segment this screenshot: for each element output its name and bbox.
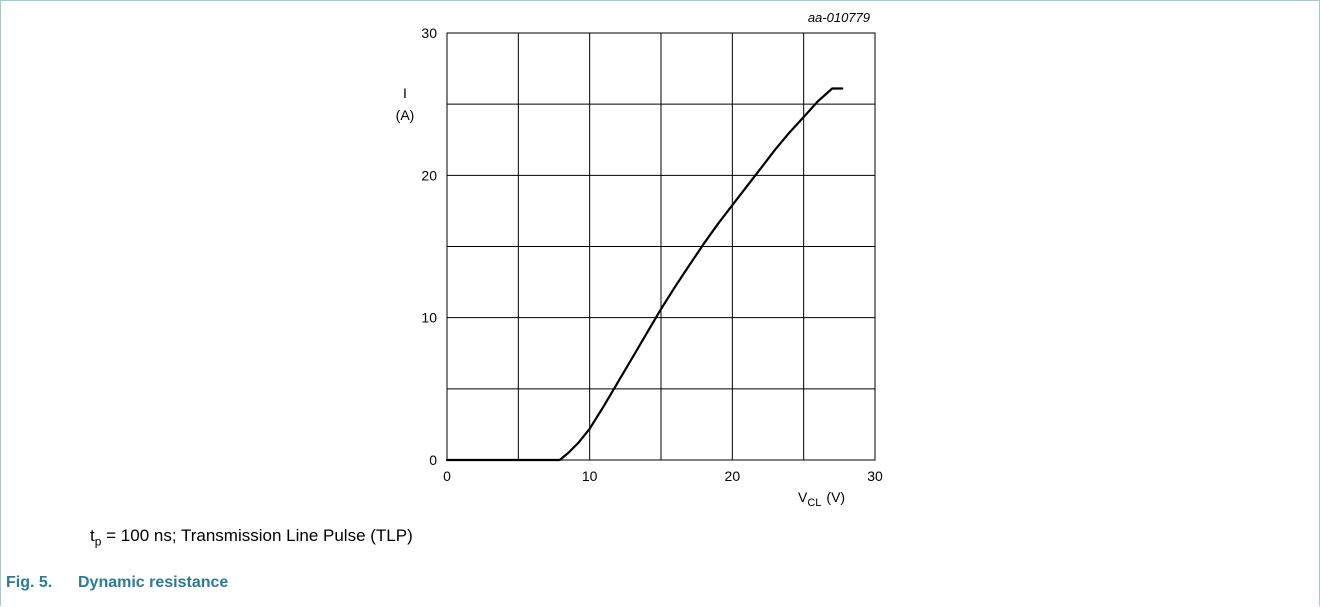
- figure-title-text: Dynamic resistance: [78, 574, 229, 591]
- caption-t: t: [90, 526, 95, 545]
- y-tick-label: 10: [421, 310, 437, 326]
- x-axis-label: VCL (V): [798, 489, 845, 509]
- y-axis-unit: (A): [396, 107, 415, 123]
- x-axis-label-sub: CL: [807, 497, 821, 509]
- x-axis-label-unit: (V): [826, 489, 845, 505]
- x-axis-label-main: V: [798, 489, 808, 505]
- caption-note: tp = 100 ns; Transmission Line Pulse (TL…: [90, 526, 413, 548]
- y-tick-label: 20: [421, 167, 437, 183]
- caption-t-sub: p: [94, 534, 102, 549]
- code-label: aa-010779: [808, 10, 870, 25]
- figure-number: Fig. 5.: [6, 574, 53, 591]
- y-tick-label: 0: [429, 452, 437, 468]
- y-tick-label: 30: [421, 25, 437, 41]
- figure-title: Fig. 5. Dynamic resistance: [6, 574, 228, 592]
- x-tick-label: 0: [443, 468, 451, 484]
- tick-labels: 0 10 20 30 0 10 20 30: [421, 25, 883, 484]
- x-tick-label: 20: [725, 468, 741, 484]
- grid: [447, 33, 875, 460]
- chart: 0 10 20 30 0 10 20 30 aa-010779 I (A) VCL (V): [396, 10, 883, 509]
- plot-frame: [446, 32, 876, 461]
- series-line: [445, 87, 844, 462]
- x-tick-label: 10: [582, 468, 598, 484]
- caption-text: = 100 ns; Transmission Line Pulse (TLP): [101, 526, 413, 545]
- y-axis-label: I: [403, 85, 407, 101]
- x-tick-label: 30: [867, 468, 883, 484]
